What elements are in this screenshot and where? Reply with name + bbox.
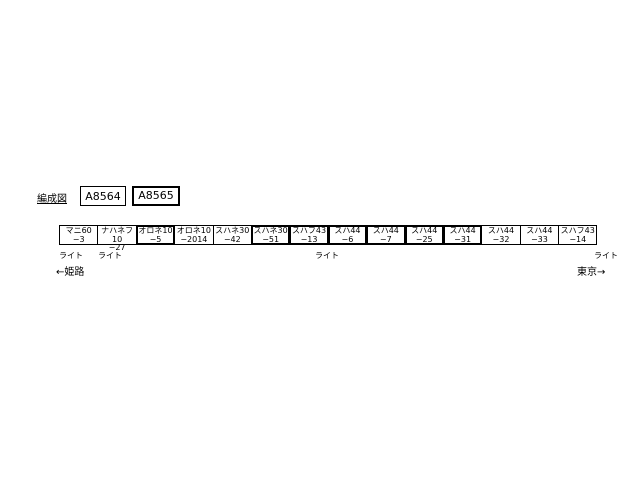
car-number: −13 (300, 234, 318, 244)
car-number: −2014 (180, 234, 208, 244)
light-label-car-7: ライト (315, 251, 339, 260)
set-a8565-box: A8565 (132, 186, 180, 206)
car-type: スハ44 (411, 226, 438, 235)
car-type: スハフ43 (560, 226, 595, 235)
car-6: スハネ30 −51 (250, 225, 291, 245)
car-10: スハ44 −25 (404, 225, 444, 245)
car-number: −5 (149, 234, 162, 244)
car-number: −7 (379, 234, 392, 244)
car-number: −42 (223, 234, 241, 244)
car-9: スハ44 −7 (366, 225, 406, 245)
set-a8564-box: A8564 (80, 186, 126, 206)
light-label-car-14: ライト (594, 251, 618, 260)
car-number: −3 (72, 234, 85, 244)
car-12: スハ44 −32 (481, 225, 521, 245)
car-11: スハ44 −31 (442, 225, 483, 245)
car-number: −31 (454, 234, 472, 244)
car-5: スハネ30 −42 (212, 225, 252, 245)
car-2: ナハネフ10 −27 (97, 225, 137, 252)
car-type: スハフ43 (291, 226, 327, 235)
car-number: −33 (530, 234, 548, 244)
car-type: ナハネフ10 (101, 226, 134, 244)
car-type: スハ44 (487, 226, 515, 235)
light-label-car-2: ライト (98, 251, 122, 260)
car-number: −51 (262, 234, 280, 244)
car-14: スハフ43 −14 (558, 225, 598, 245)
car-number: −6 (341, 234, 354, 244)
direction-himeji: ←姫路 (56, 267, 85, 278)
car-number: −25 (415, 234, 433, 244)
diagram-title: 編成図 (37, 194, 67, 205)
car-number: −27 (108, 243, 126, 252)
car-number: −32 (492, 234, 510, 244)
car-13: スハ44 −33 (519, 225, 560, 245)
car-8: スハ44 −6 (327, 225, 368, 245)
car-type: スハ44 (449, 226, 476, 235)
light-label-car-1: ライト (59, 251, 83, 260)
car-number: −14 (569, 234, 587, 244)
car-type: マニ60 (65, 226, 92, 235)
train-formation: マニ60 −3 ナハネフ10 −27 オロネ10 −5 オロネ10 −2014 スハネ30 −42… (59, 225, 598, 252)
car-type: スハ44 (334, 226, 361, 235)
car-type: スハネ30 (215, 226, 250, 235)
car-type: スハ44 (372, 226, 399, 235)
car-7: スハフ43 −13 (289, 225, 329, 245)
car-4: オロネ10 −2014 (174, 225, 214, 245)
car-type: スハ44 (526, 226, 553, 235)
car-type: オロネ10 (176, 226, 211, 235)
car-1: マニ60 −3 (59, 225, 99, 245)
car-type: スハネ30 (253, 226, 288, 235)
car-type: オロネ10 (138, 226, 173, 235)
car-3: オロネ10 −5 (135, 225, 176, 245)
direction-tokyo: 東京→ (577, 267, 606, 278)
